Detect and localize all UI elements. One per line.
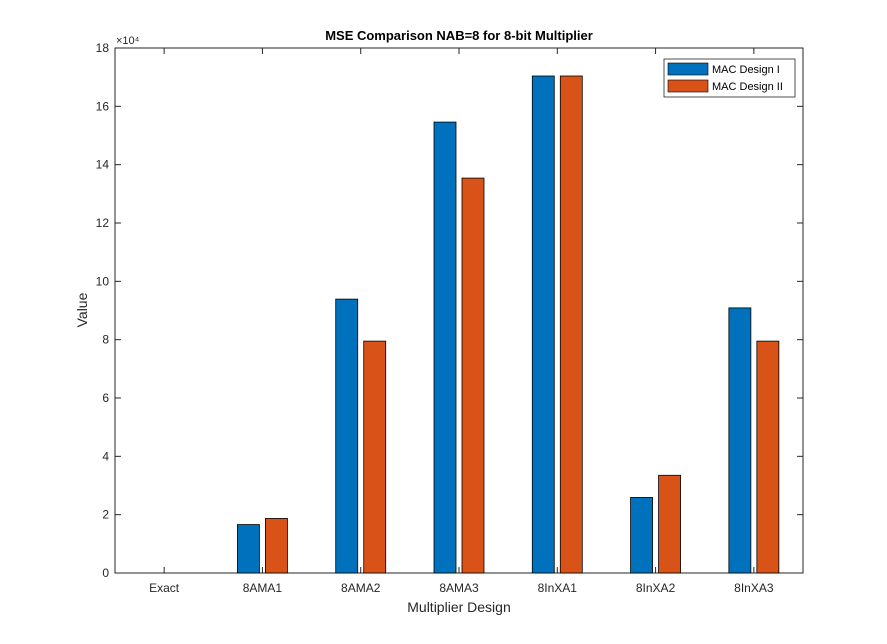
bar-mac-design-ii-8inxa3 (756, 340, 780, 574)
x-axis-label: Multiplier Design (407, 599, 510, 615)
ticks-layer: Exact 8AMA1 8AMA2 8AMA3 8InXA1 8InXA2 8InXA3 0 2… (96, 41, 803, 595)
bars-layer (237, 75, 780, 574)
bar-mac-design-ii-8inxa1 (559, 75, 583, 574)
y-tick-label: 4 (102, 449, 109, 463)
bar-mac-design-i-8ama1 (237, 524, 260, 574)
y-tick-label: 8 (102, 333, 109, 347)
y-axis-exponent: ×10⁴ (116, 35, 140, 47)
x-tick-label: Exact (149, 581, 180, 595)
x-tick-label: 8InXA2 (636, 581, 676, 595)
y-tick-label: 18 (96, 41, 110, 55)
bar-mac-design-i-8ama3 (433, 121, 457, 574)
legend-swatch (667, 79, 709, 93)
chart-title: MSE Comparison NAB=8 for 8-bit Multiplie… (325, 28, 593, 43)
y-tick-label: 2 (102, 508, 109, 522)
legend-label: MAC Design I (712, 64, 780, 76)
plot-area (114, 47, 804, 574)
y-tick-label: 6 (102, 391, 109, 405)
x-tick-label: 8AMA3 (439, 581, 479, 595)
legend: MAC Design I MAC Design II (663, 58, 796, 98)
y-tick-label: 14 (96, 158, 110, 172)
y-tick-label: 0 (102, 566, 109, 580)
x-tick-label: 8AMA2 (341, 581, 381, 595)
bar-mac-design-ii-8ama2 (363, 340, 387, 574)
x-tick-label: 8AMA1 (243, 581, 283, 595)
bar-mac-design-ii-8ama1 (265, 518, 288, 574)
bar-mac-design-ii-8ama3 (461, 177, 485, 574)
bar-mac-design-i-8ama2 (335, 298, 359, 574)
y-tick-label: 12 (96, 216, 110, 230)
y-tick-label: 16 (96, 99, 110, 113)
bar-mac-design-i-8inxa3 (728, 307, 752, 574)
x-tick-label: 8InXA3 (734, 581, 774, 595)
legend-swatch (667, 62, 709, 76)
y-tick-label: 10 (96, 274, 110, 288)
bar-mac-design-i-8inxa2 (630, 497, 653, 574)
y-axis-label: Value (74, 292, 90, 327)
legend-label: MAC Design II (712, 81, 783, 93)
x-tick-label: 8InXA1 (538, 581, 578, 595)
bar-mac-design-ii-8inxa2 (658, 474, 681, 574)
bar-mac-design-i-8inxa1 (531, 75, 555, 574)
